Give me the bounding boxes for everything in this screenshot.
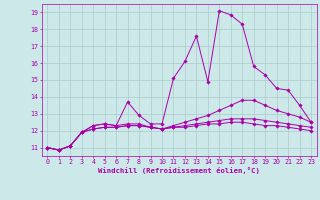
X-axis label: Windchill (Refroidissement éolien,°C): Windchill (Refroidissement éolien,°C) xyxy=(98,167,260,174)
